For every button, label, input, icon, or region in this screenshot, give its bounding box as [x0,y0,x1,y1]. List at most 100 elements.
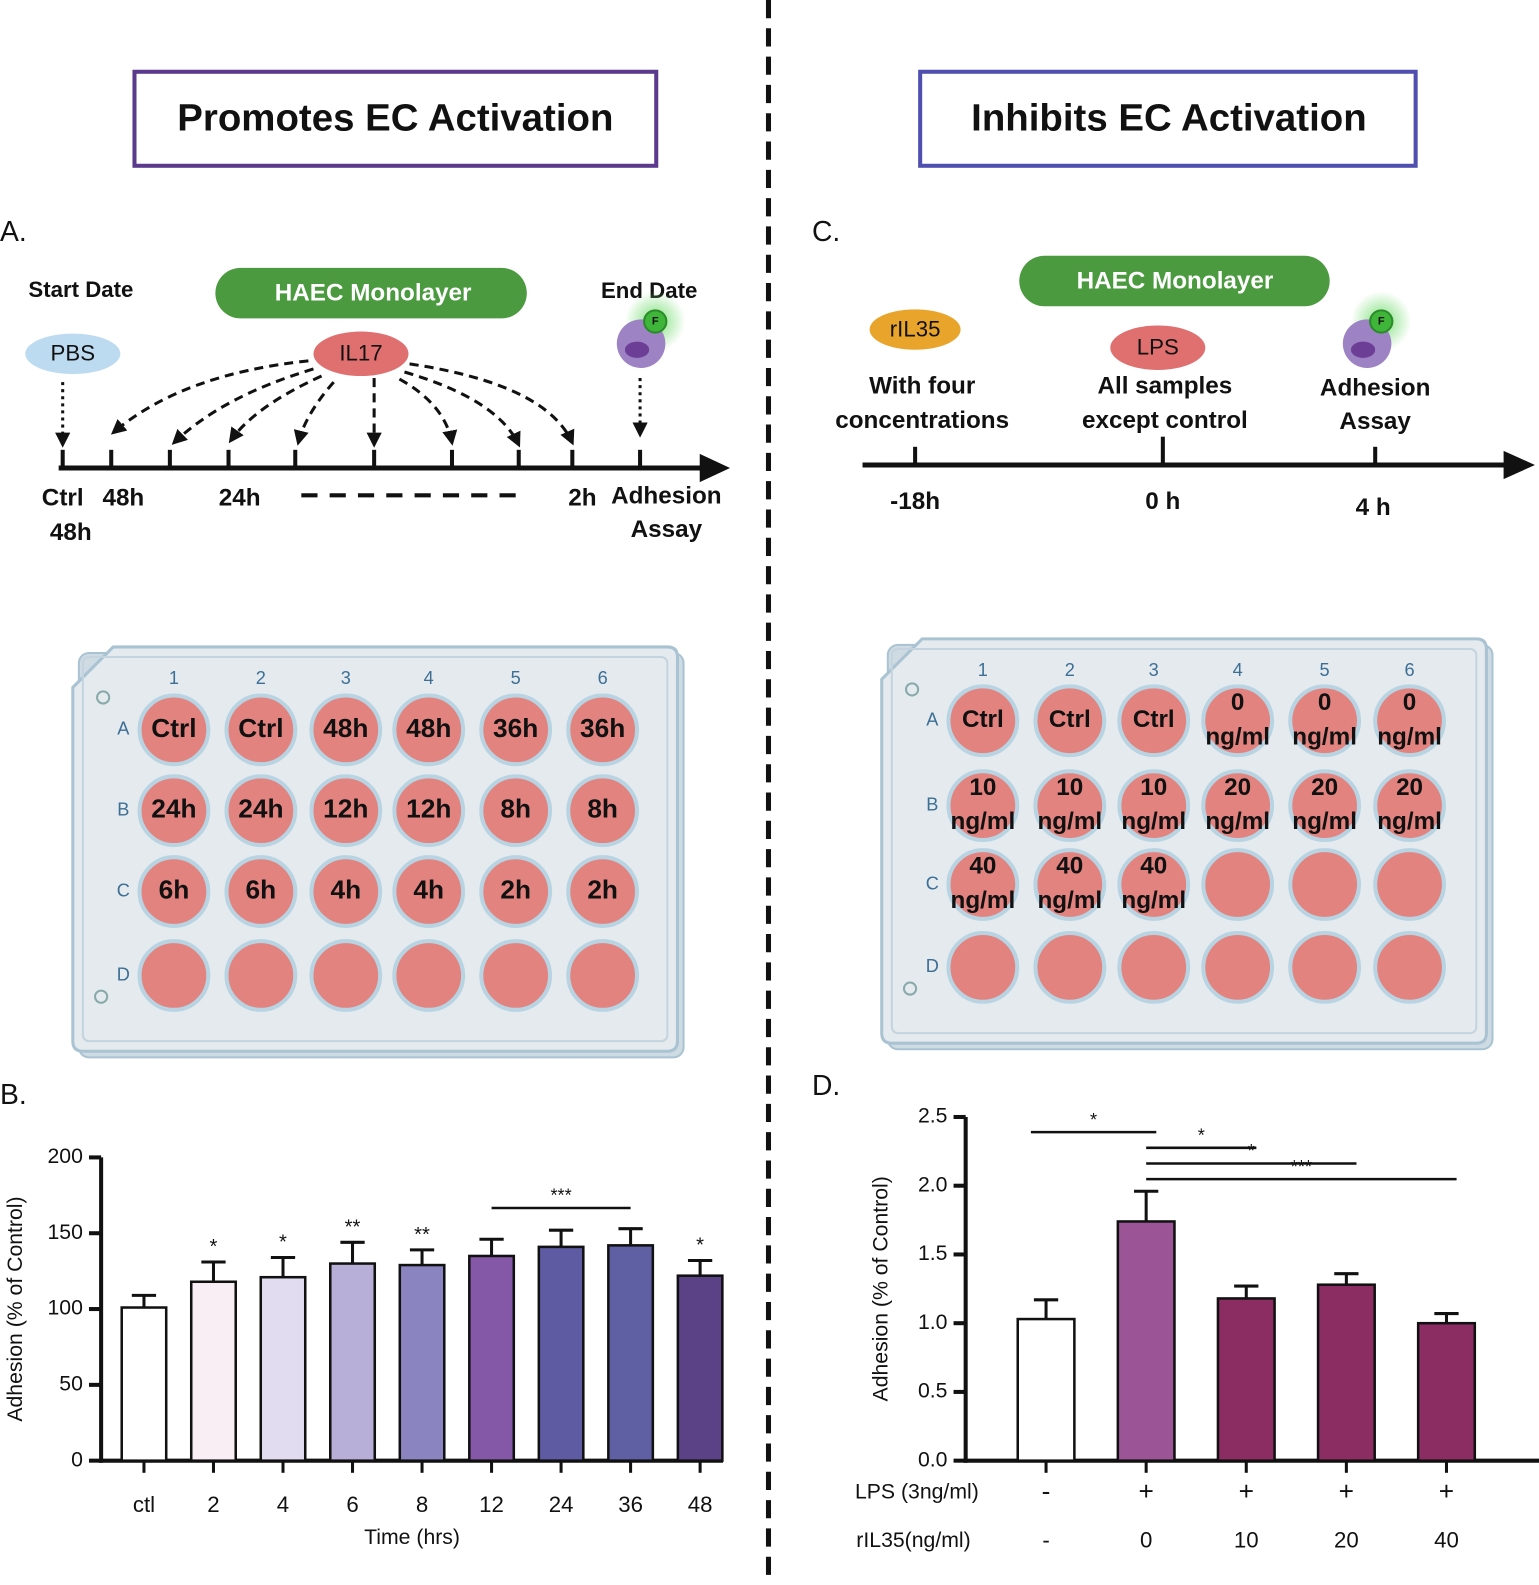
well [946,930,1020,1004]
pretreatment-label: rIL35 [890,316,941,341]
row-label: B [117,800,129,820]
well [479,693,553,767]
well-label: ng/ml [951,808,1016,835]
row-title: rIL35(ng/ml) [856,1529,970,1552]
cell-icon: F [616,291,686,368]
lps-ellipse [1110,325,1206,370]
significance: * [210,1236,218,1258]
y-tick-label: 100 [48,1297,83,1320]
well [1373,848,1446,921]
significance: * [696,1235,704,1257]
well [137,855,211,928]
y-axis-title: Adhesion (% of Control) [869,1176,892,1401]
well [309,774,383,848]
timeline-label: 4 h [1356,494,1391,521]
well-label: 12h [406,794,451,824]
x-tick-label: ctl [133,1492,155,1517]
well [224,939,298,1012]
well [946,848,1020,921]
well [1373,769,1446,843]
well-label: 40 [1140,853,1167,880]
heading: Inhibits EC Activation [971,96,1367,139]
y-tick-label: 2.5 [918,1105,948,1128]
well [137,693,211,767]
x-tick-label: 20 [1334,1527,1359,1552]
well [479,855,553,928]
well-label: Ctrl [151,713,196,743]
row-label: D [926,956,939,976]
well [1201,848,1275,921]
well [566,693,640,767]
well [137,774,211,848]
well [946,769,1020,843]
well-label: ng/ml [951,887,1016,914]
timeline-label: Ctrl [42,485,84,512]
bracket-label: * [1090,1110,1097,1130]
timeline-label: 2h [568,485,596,512]
timeline-label: 0 h [1145,488,1180,515]
well-label: ng/ml [1292,723,1357,750]
bar [120,1306,168,1462]
column-label: 5 [1320,660,1330,680]
row-label: A [926,710,939,730]
bar [1416,1321,1477,1462]
x-tick-label: 10 [1234,1527,1259,1552]
x-tick-label: 8 [416,1492,428,1517]
well [309,693,383,767]
well-label: 20 [1396,774,1423,801]
well [224,774,298,848]
row-title: LPS (3ng/ml) [855,1481,979,1504]
plate-hole [96,690,111,705]
x-tick-label: 4 [277,1492,289,1517]
bar [676,1274,724,1462]
timeline-label: Assay [631,516,703,543]
well-label: 4h [413,875,444,905]
timeline-ticks [913,436,1378,465]
well-label: 10 [1140,774,1167,801]
well [309,855,383,928]
well-label: ng/ml [1037,808,1102,835]
well [1373,930,1446,1004]
y-tick-label: 0 [71,1448,83,1471]
lps-label: + [1439,1476,1454,1506]
x-tick-label: - [1042,1527,1049,1552]
plate-hole [94,989,109,1004]
timeline-label: -18h [890,488,940,515]
pbs-ellipse [25,333,121,375]
panel-c: HAEC Monolayer rIL35 LPS F With four con… [835,255,1535,521]
control-label: PBS [51,341,96,366]
bar [329,1262,377,1462]
well [392,774,466,848]
well-label: 0 [1318,689,1332,716]
cell-icon: F [1342,291,1412,368]
column-label: 6 [1405,660,1415,680]
well-label: 24h [238,794,283,824]
panel-a: Start Date HAEC Monolayer End Date PBS I… [25,267,731,546]
well-label: 36h [580,713,625,743]
well-label: 0 [1403,689,1417,716]
column-label: 6 [598,668,608,688]
well-label: 6h [159,875,190,905]
ril35-ellipse [869,309,961,350]
well-label: 24h [151,794,196,824]
well [392,855,466,928]
bracket-label: * [1248,1141,1255,1161]
column-label: 5 [511,668,521,688]
bar [1016,1317,1076,1462]
bar [189,1280,237,1462]
well-label: ng/ml [1377,808,1442,835]
bar [1116,1220,1176,1462]
y-tick-label: 0.0 [918,1448,948,1471]
monolayer-label: HAEC Monolayer [275,280,472,307]
y-tick-label: 200 [48,1145,83,1168]
lps-label: + [1239,1476,1254,1506]
well-label: 36h [493,713,538,743]
well-label: 40 [969,853,996,880]
well-label: 48h [406,713,451,743]
well [1288,769,1362,843]
well-label: 10 [969,774,996,801]
well-label: ng/ml [1121,808,1186,835]
monolayer-pill [1019,255,1330,307]
well-label: 20 [1224,774,1251,801]
well [1288,684,1362,758]
